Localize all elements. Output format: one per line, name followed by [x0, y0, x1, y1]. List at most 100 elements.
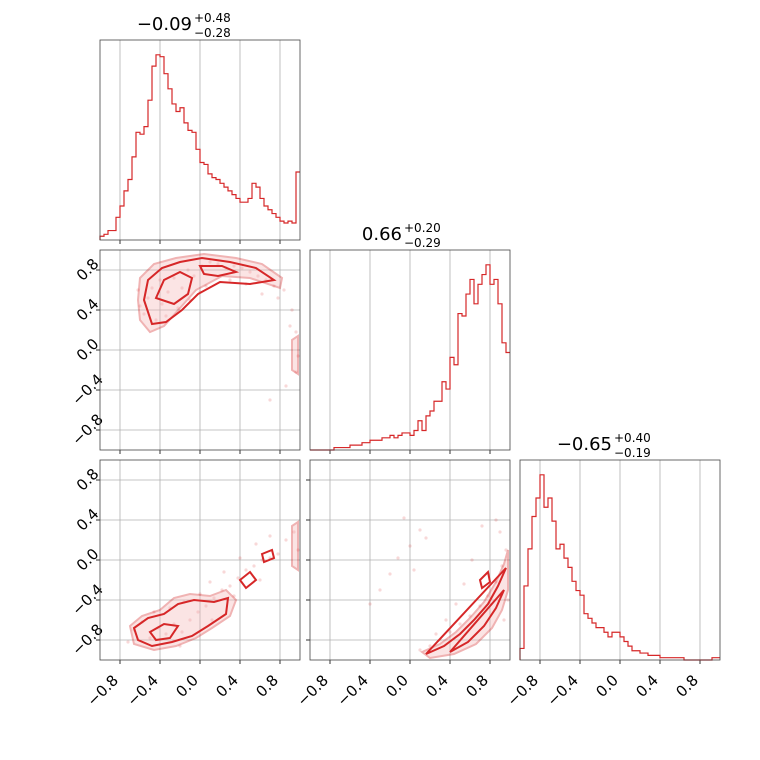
scatter-point — [504, 548, 508, 552]
scatter-point — [238, 556, 242, 560]
joint-plot-area — [368, 516, 510, 660]
x-tick-label: −0.4 — [334, 671, 372, 709]
title-plus-error: +0.48 — [194, 11, 231, 25]
x-tick-label: −0.4 — [544, 671, 582, 709]
contour-filled-region — [136, 252, 284, 334]
contour-line — [132, 596, 230, 648]
title-minus-error: −0.19 — [614, 446, 651, 460]
scatter-point — [256, 274, 260, 278]
scatter-point — [176, 306, 180, 310]
scatter-point — [502, 618, 506, 622]
y-tick-label: 0.4 — [73, 505, 103, 535]
histogram-step-line — [519, 474, 720, 661]
scatter-point — [486, 594, 490, 598]
scatter-point — [444, 618, 448, 622]
scatter-point — [204, 604, 208, 608]
scatter-point — [228, 584, 232, 588]
scatter-point — [154, 318, 158, 322]
y-tick-label: 0.8 — [73, 465, 103, 495]
x-tick-label: 0.8 — [252, 671, 282, 701]
scatter-point — [138, 304, 142, 308]
scatter-point — [160, 302, 164, 306]
scatter-point — [172, 276, 176, 280]
scatter-point — [378, 588, 382, 592]
panel-title: −0.65 +0.40−0.19 — [557, 431, 651, 460]
scatter-point — [284, 384, 288, 388]
contour-line — [260, 548, 276, 564]
title-value: −0.09 — [137, 14, 192, 35]
x-tick-label: 0.4 — [632, 671, 662, 701]
scatter-point — [396, 556, 400, 560]
scatter-point — [164, 314, 168, 318]
axes-frame — [309, 249, 511, 451]
contour-line — [154, 270, 194, 306]
axes-frame — [519, 459, 721, 661]
scatter-point — [212, 596, 216, 600]
scatter-point — [288, 324, 292, 328]
hist-panel-1: −0.09 +0.48−0.28 — [99, 11, 301, 244]
scatter-point — [240, 266, 244, 270]
scatter-point — [506, 598, 510, 602]
scatter-point — [478, 604, 482, 608]
contour-line — [198, 265, 240, 278]
scatter-point — [454, 602, 458, 606]
scatter-point — [244, 568, 248, 572]
axes-frame — [99, 459, 301, 661]
x-tick-label: 0.0 — [172, 671, 202, 701]
scatter-point — [210, 618, 214, 622]
scatter-point — [448, 630, 452, 634]
scatter-point — [258, 578, 262, 582]
joint-plot-area — [126, 520, 300, 652]
scatter-point — [236, 576, 240, 580]
contour-line — [425, 567, 507, 655]
contour-line — [148, 622, 180, 642]
y-tick-label: 0.4 — [73, 295, 103, 325]
scatter-point — [292, 530, 296, 534]
contour-line — [238, 570, 258, 590]
scatter-point — [208, 260, 212, 264]
scatter-point — [470, 558, 474, 562]
scatter-point — [158, 278, 162, 282]
scatter-point — [232, 594, 236, 598]
contour-line — [478, 569, 492, 590]
contour-filled-region — [128, 588, 238, 652]
scatter-point — [268, 398, 272, 402]
scatter-point — [254, 542, 258, 546]
scatter-point — [412, 568, 416, 572]
scatter-point — [136, 288, 140, 292]
axes-frame — [99, 249, 301, 451]
scatter-point — [468, 614, 472, 618]
scatter-point — [208, 580, 212, 584]
title-minus-error: −0.28 — [194, 26, 231, 40]
scatter-point — [188, 618, 192, 622]
contour-filled-region — [291, 334, 299, 376]
scatter-point — [150, 286, 154, 290]
contour-filled-region — [420, 549, 509, 660]
scatter-point — [126, 640, 130, 644]
scatter-point — [268, 534, 272, 538]
scatter-point — [462, 582, 466, 586]
scatter-point — [248, 270, 252, 274]
scatter-point — [418, 648, 422, 652]
x-tick-label: −0.8 — [84, 671, 122, 709]
joint-plot-area — [136, 252, 300, 402]
histogram-step-line — [99, 54, 300, 240]
scatter-point — [368, 602, 372, 606]
scatter-point — [252, 564, 256, 568]
x-tick-label: 0.4 — [212, 671, 242, 701]
scatter-point — [294, 370, 298, 374]
scatter-point — [294, 330, 298, 334]
joint-panel-2-3: −0.8 −0.4 0.0 0.4 0.8 — [294, 459, 511, 710]
hist-panel-3: −0.8 −0.4 0.0 0.4 0.8 −0.65 +0.40−0.19 — [504, 431, 721, 710]
scatter-point — [418, 528, 422, 532]
scatter-point — [148, 636, 152, 640]
scatter-point — [222, 570, 226, 574]
scatter-point — [500, 564, 504, 568]
contour-line — [142, 256, 277, 326]
scatter-point — [232, 264, 236, 268]
joint-panel-1-2: −0.8−0.40.00.40.8 — [68, 249, 301, 454]
x-tick-label: 0.8 — [672, 671, 702, 701]
scatter-point — [166, 290, 170, 294]
scatter-point — [164, 632, 168, 636]
x-tick-label: 0.0 — [382, 671, 412, 701]
